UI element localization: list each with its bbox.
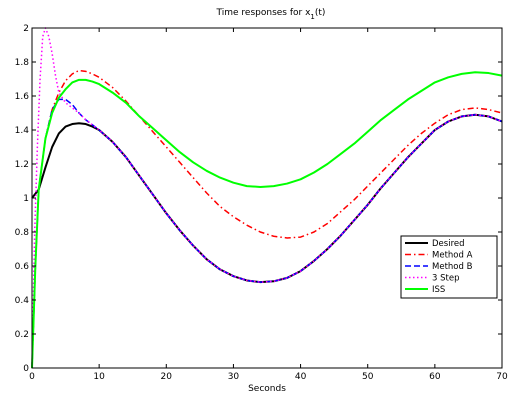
y-tick-label: 0.6 (15, 262, 30, 272)
y-tick-label: 2 (23, 24, 29, 34)
legend-label: ISS (432, 285, 445, 295)
x-tick-label: 60 (429, 372, 441, 382)
y-tick-label: 1.2 (15, 160, 29, 170)
series-line-iss (31, 71, 503, 369)
x-axis-label: Seconds (248, 384, 286, 394)
ticks-layer: 0 10 20 30 40 50 60 70 0 0.2 0.4 0.6 0.8 1 1.2 1.4 1.6 1.… (15, 24, 508, 382)
y-tick-label: 1.8 (15, 58, 30, 68)
chart-title-subscript: 1 (310, 13, 314, 21)
y-tick-label: 1 (23, 194, 29, 204)
y-tick-label: 0.4 (15, 296, 30, 306)
y-tick-label: 0 (23, 364, 29, 374)
y-tick-label: 0.8 (15, 228, 30, 238)
legend-label: Method B (432, 262, 473, 272)
x-tick-label: 30 (228, 372, 240, 382)
legend-box (400, 235, 498, 299)
series-layer (31, 27, 503, 369)
x-tick-label: 50 (362, 372, 374, 382)
x-tick-label: 70 (496, 372, 508, 382)
legend-label: 3 Step (432, 274, 459, 284)
plot-area (32, 28, 502, 368)
x-tick-label: 20 (161, 372, 173, 382)
y-tick-label: 0.2 (15, 330, 29, 340)
x-tick-label: 0 (29, 372, 35, 382)
y-tick-label: 1.4 (15, 126, 30, 136)
x-tick-label: 10 (93, 372, 105, 382)
series-line-method-b (31, 98, 503, 369)
chart-title-suffix: (t) (315, 8, 326, 18)
chart-title: Time responses for x1(t) (216, 8, 326, 21)
x-tick-label: 40 (295, 372, 307, 382)
series-line-3-step (31, 27, 503, 369)
legend-label: Desired (432, 239, 465, 249)
legend-label: Method A (432, 251, 473, 261)
y-tick-label: 1.6 (15, 92, 30, 102)
chart-title-main: Time responses for x (216, 8, 312, 18)
series-line-method-a (31, 69, 503, 369)
